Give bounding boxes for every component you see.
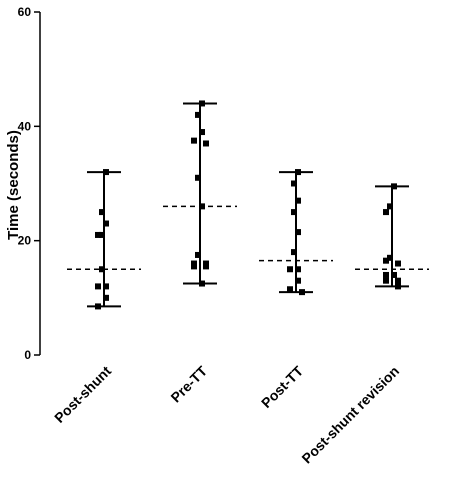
data-point: [383, 257, 389, 264]
x-tick-label: Post-shunt revision: [298, 363, 402, 467]
data-point: [191, 263, 197, 270]
data-point: [391, 271, 397, 278]
data-point: [199, 280, 205, 287]
group-post-tt: [259, 169, 333, 296]
data-point: [395, 260, 401, 267]
data-point: [291, 180, 297, 187]
group-post-shunt: [67, 169, 141, 310]
data-point: [391, 183, 397, 190]
data-point: [195, 251, 201, 258]
group-pre-tt: [163, 100, 237, 287]
data-point: [291, 209, 297, 216]
x-tick-label: Pre-TT: [167, 362, 210, 405]
data-point: [95, 303, 101, 310]
y-axis-title: Time (seconds): [5, 130, 22, 240]
data-point: [295, 169, 301, 176]
data-point: [103, 220, 109, 227]
y-tick-label: 20: [18, 234, 32, 248]
y-tick-label: 0: [24, 348, 31, 362]
data-point: [291, 249, 297, 256]
data-point: [295, 229, 301, 236]
data-point: [387, 203, 393, 210]
data-point: [195, 174, 201, 181]
data-point: [103, 294, 109, 301]
data-point: [95, 283, 101, 290]
data-point: [191, 137, 197, 144]
data-point: [203, 263, 209, 270]
data-point: [95, 231, 101, 238]
data-point: [287, 266, 293, 273]
data-point: [295, 266, 301, 273]
data-point: [199, 129, 205, 136]
data-groups: [67, 100, 429, 310]
data-point: [387, 254, 393, 261]
data-point: [199, 100, 205, 107]
y-axis: Time (seconds): [5, 12, 41, 355]
group-post-shunt-revision: [355, 183, 429, 290]
data-point: [299, 289, 305, 296]
y-ticks: 0 20 40 60: [18, 5, 40, 362]
x-tick-label: Post-shunt: [51, 363, 114, 426]
data-point: [295, 277, 301, 284]
data-point: [195, 111, 201, 118]
data-point: [287, 286, 293, 293]
data-point: [99, 231, 105, 238]
data-point: [203, 140, 209, 147]
y-tick-label: 60: [18, 5, 32, 19]
y-tick-label: 40: [18, 119, 32, 133]
data-point: [395, 277, 401, 284]
data-point: [395, 283, 401, 290]
data-point: [103, 283, 109, 290]
data-point: [383, 271, 389, 278]
data-point: [99, 266, 105, 273]
data-point: [99, 209, 105, 216]
x-tick-label: Post-TT: [258, 362, 306, 410]
data-point: [199, 203, 205, 210]
data-point: [295, 197, 301, 204]
data-point: [103, 169, 109, 176]
data-point: [383, 277, 389, 284]
data-point: [383, 209, 389, 216]
